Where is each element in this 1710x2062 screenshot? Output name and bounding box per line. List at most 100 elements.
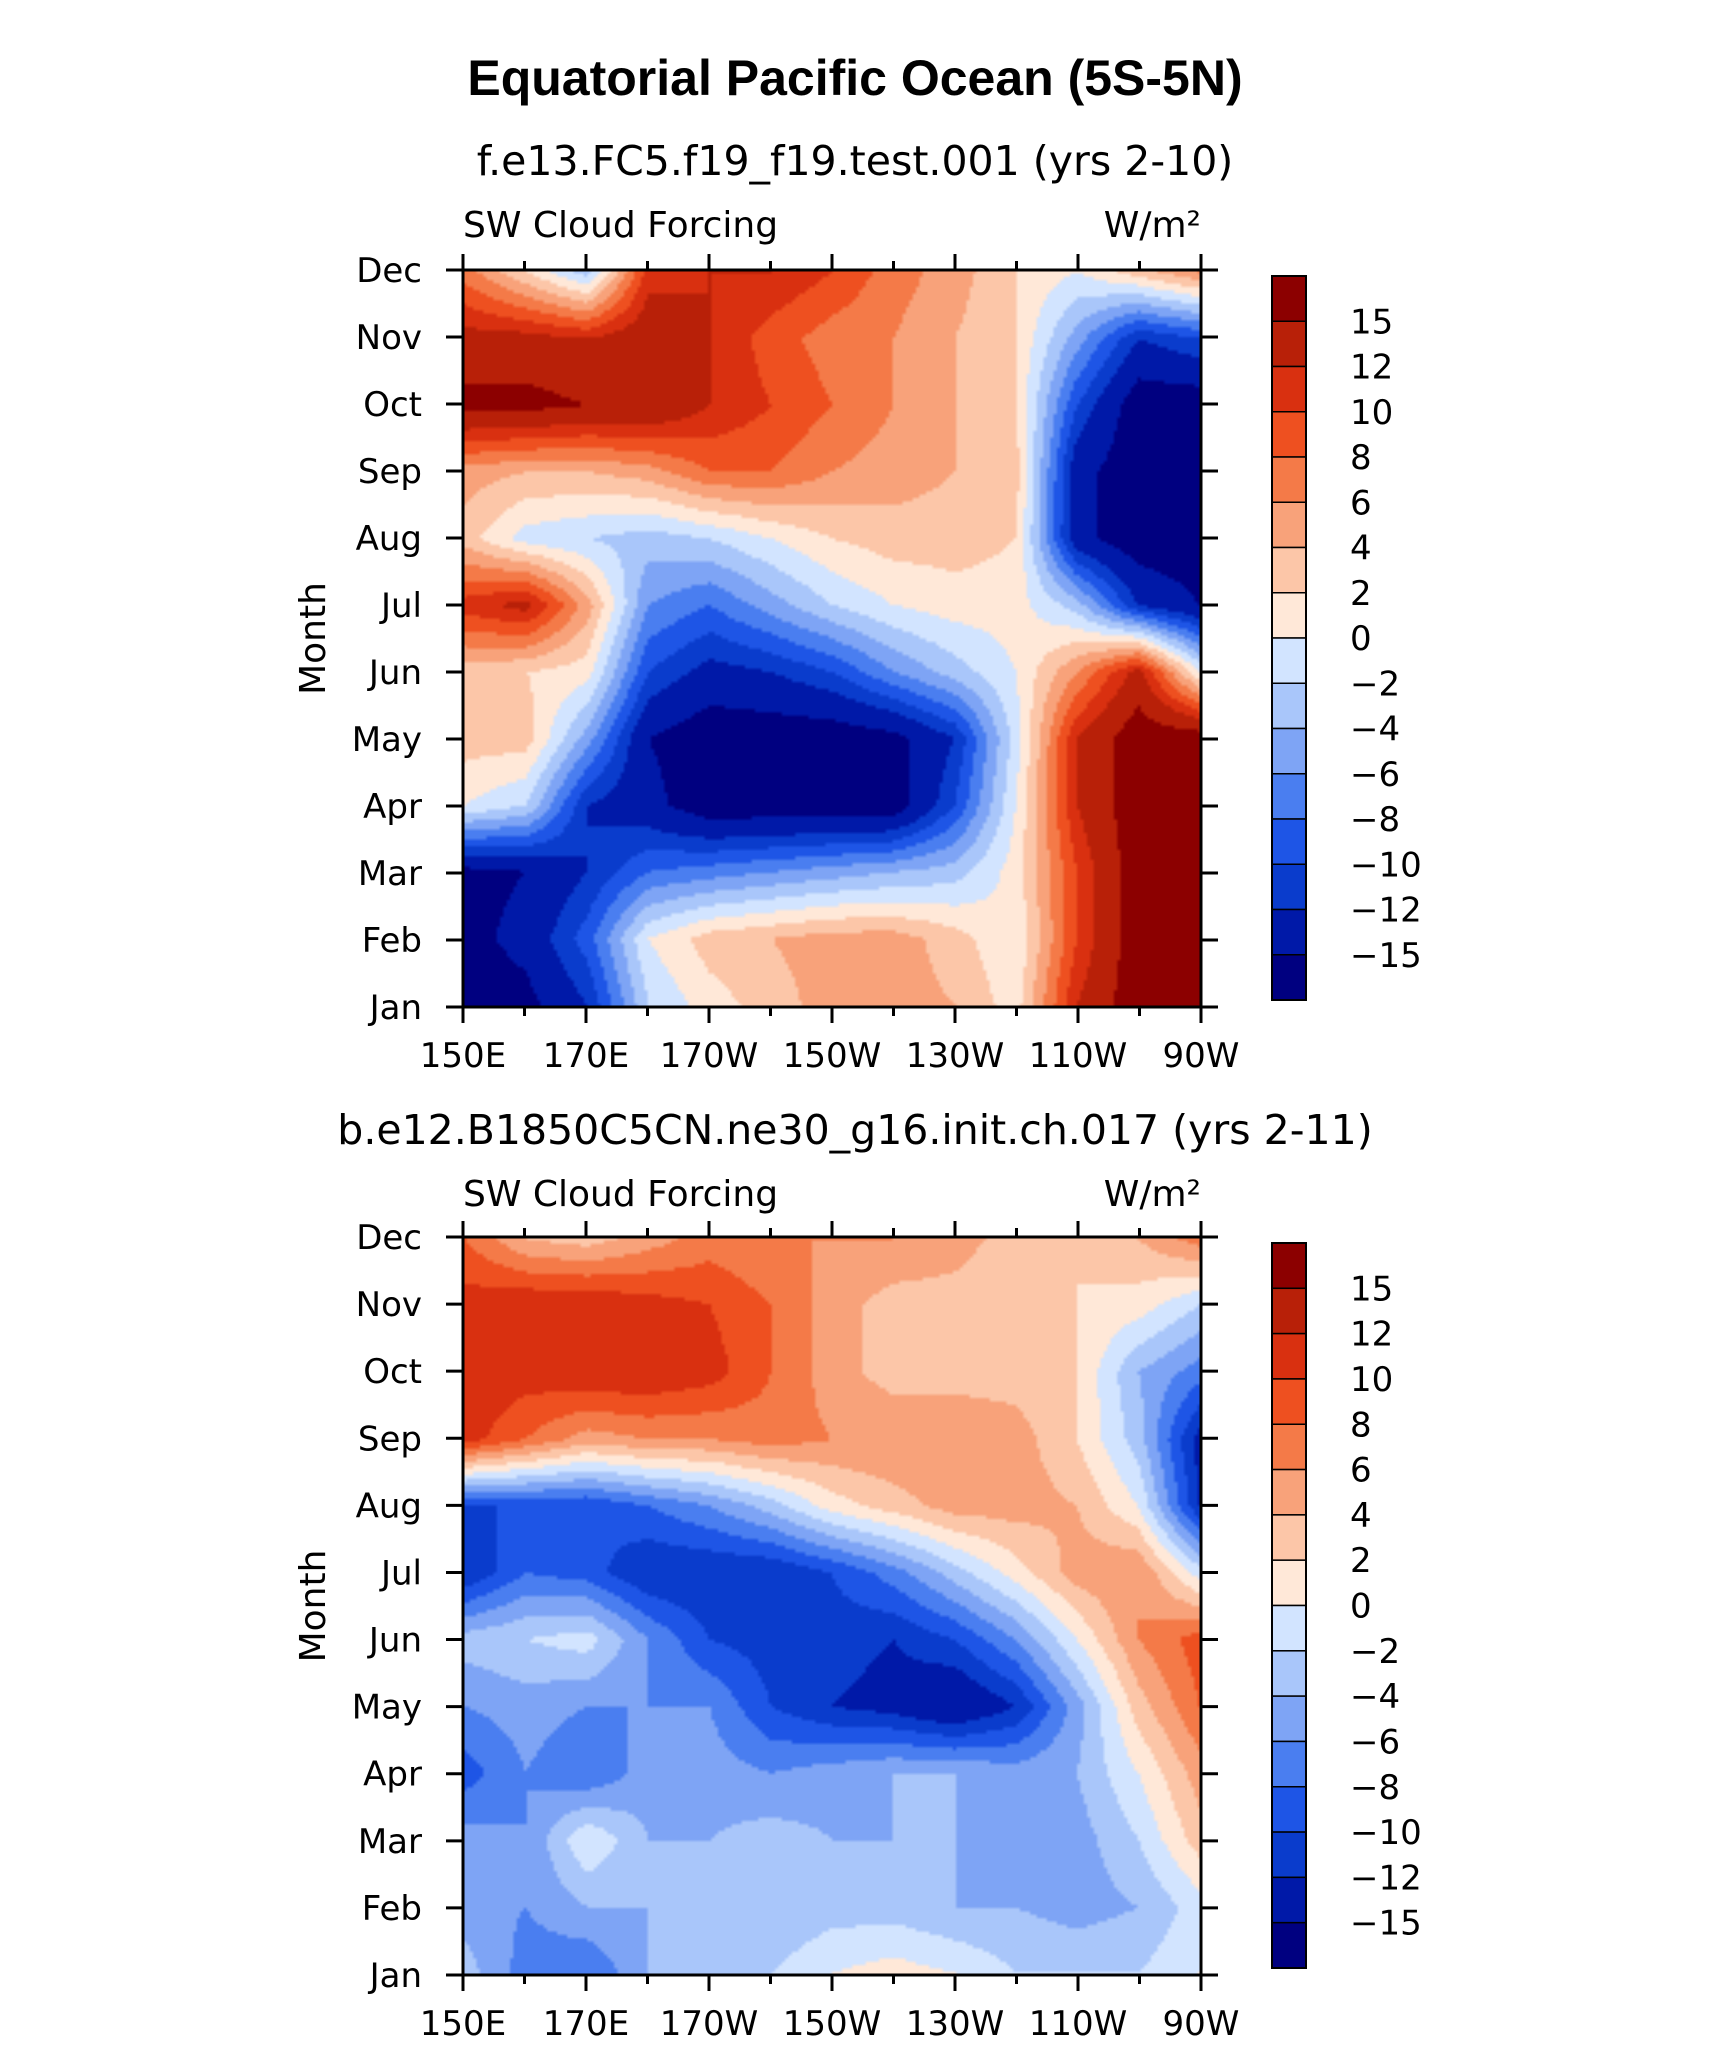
colorbar-label: 6 [1350, 1451, 1372, 1491]
colorbar-label: 8 [1350, 1405, 1372, 1445]
x-tick-label: 150W [783, 2004, 882, 2044]
colorbar-box [1271, 908, 1307, 956]
colorbar-label: 2 [1350, 574, 1372, 614]
colorbar-box [1271, 1332, 1307, 1380]
colorbar-label: 2 [1350, 1541, 1372, 1581]
y-tick-label: Sep [358, 452, 422, 492]
colorbar-label: −15 [1350, 1904, 1422, 1944]
heatmap-field [463, 1237, 1201, 1975]
x-tick-label: 130W [906, 2004, 1005, 2044]
colorbar-box [1271, 1831, 1307, 1879]
panel-subtitle: b.e12.B1850C5CN.ne30_g16.init.ch.017 (yr… [337, 1106, 1372, 1154]
colorbar-box [1271, 592, 1307, 639]
x-tick-label: 130W [906, 1036, 1005, 1076]
colorbar-box [1271, 954, 1307, 1001]
units-label: W/m² [1104, 1174, 1201, 1215]
colorbar-box [1271, 1650, 1307, 1697]
y-tick-label: Jul [379, 1553, 422, 1593]
colorbar-box [1271, 1740, 1307, 1788]
panel-subtitle: f.e13.FC5.f19_f19.test.001 (yrs 2-10) [477, 137, 1234, 185]
colorbar-label: −10 [1350, 845, 1422, 885]
x-tick-label: 170E [543, 2004, 629, 2044]
colorbar-box [1271, 501, 1307, 549]
variable-label: SW Cloud Forcing [463, 1174, 778, 1215]
colorbar-box [1271, 1242, 1307, 1290]
colorbar-box [1271, 320, 1307, 368]
colorbar-box [1271, 1604, 1307, 1652]
figure-title: Equatorial Pacific Ocean (5S-5N) [467, 50, 1242, 106]
y-tick-label: Oct [363, 385, 422, 425]
colorbar-label: 8 [1350, 438, 1372, 478]
colorbar-box [1271, 637, 1307, 684]
colorbar-label: 15 [1350, 1269, 1393, 1309]
colorbar-box [1271, 411, 1307, 458]
y-tick-label: Nov [356, 1285, 422, 1325]
colorbar-box [1271, 546, 1307, 594]
colorbar-box [1271, 1423, 1307, 1471]
y-tick-label: Jan [368, 988, 422, 1028]
y-tick-label: Jan [368, 1956, 422, 1996]
x-tick-label: 110W [1029, 1036, 1128, 1076]
y-tick-label: Feb [362, 1889, 422, 1929]
y-tick-label: Apr [363, 1755, 422, 1795]
heatmap-field [463, 270, 1201, 1007]
colorbar-label: −15 [1350, 936, 1422, 976]
x-tick-label: 90W [1163, 2004, 1240, 2044]
colorbar-box [1271, 1876, 1307, 1924]
y-tick-label: Jun [367, 653, 422, 693]
y-tick-label: Jul [379, 586, 422, 626]
panel-2: b.e12.B1850C5CN.ne30_g16.init.ch.017 (yr… [293, 1106, 1422, 2044]
colorbar-label: −8 [1350, 1768, 1400, 1808]
colorbar-label: −10 [1350, 1813, 1422, 1853]
y-tick-label: Jun [367, 1621, 422, 1661]
y-tick-label: Aug [356, 1486, 422, 1526]
colorbar-box [1271, 682, 1307, 730]
colorbar-label: −12 [1350, 891, 1422, 931]
colorbar-label: −12 [1350, 1858, 1422, 1898]
x-tick-label: 170W [660, 2004, 759, 2044]
colorbar-box [1271, 1559, 1307, 1607]
y-tick-label: Dec [356, 1218, 422, 1258]
colorbar-label: −4 [1350, 1677, 1400, 1717]
colorbar-box [1271, 456, 1307, 503]
colorbar-label: 0 [1350, 619, 1372, 659]
colorbar-box [1271, 773, 1307, 820]
colorbar-box [1271, 1786, 1307, 1833]
colorbar-box [1271, 818, 1307, 865]
y-tick-label: May [352, 720, 422, 760]
x-tick-label: 170W [660, 1036, 759, 1076]
colorbar-label: −4 [1350, 710, 1400, 750]
colorbar: 15 12 10 8 6 4 2 0 −2 −4 −6 −8 −10 −12 −15 [1271, 1242, 1422, 1969]
colorbar-label: 10 [1350, 1360, 1393, 1400]
y-tick-label: Dec [356, 251, 422, 291]
x-tick-label: 110W [1029, 2004, 1128, 2044]
colorbar-label: 6 [1350, 483, 1372, 523]
panel-1: f.e13.FC5.f19_f19.test.001 (yrs 2-10) SW … [293, 137, 1422, 1076]
x-tick-label: 150E [420, 2004, 506, 2044]
y-tick-label: Oct [363, 1352, 422, 1392]
colorbar-box [1271, 1378, 1307, 1425]
colorbar-frame [1271, 1242, 1307, 1969]
x-tick-label: 90W [1163, 1036, 1240, 1076]
y-axis-label: Month [293, 1550, 334, 1663]
x-tick-label: 170E [543, 1036, 629, 1076]
x-tick-label: 150W [783, 1036, 882, 1076]
colorbar-label: 12 [1350, 348, 1393, 388]
colorbar-box [1271, 727, 1307, 775]
colorbar-box [1271, 1921, 1307, 1969]
variable-label: SW Cloud Forcing [463, 205, 778, 246]
units-label: W/m² [1104, 205, 1201, 246]
y-tick-label: Mar [358, 1822, 422, 1862]
colorbar-box [1271, 1514, 1307, 1561]
y-axis-label: Month [293, 582, 334, 695]
colorbar-box [1271, 1468, 1307, 1516]
colorbar-label: −6 [1350, 755, 1400, 795]
colorbar-box [1271, 275, 1307, 322]
colorbar-label: 10 [1350, 393, 1393, 433]
colorbar-label: 15 [1350, 302, 1393, 342]
x-tick-label: 150E [420, 1036, 506, 1076]
y-tick-label: Aug [356, 519, 422, 559]
y-tick-label: Mar [358, 854, 422, 894]
colorbar-box [1271, 863, 1307, 911]
